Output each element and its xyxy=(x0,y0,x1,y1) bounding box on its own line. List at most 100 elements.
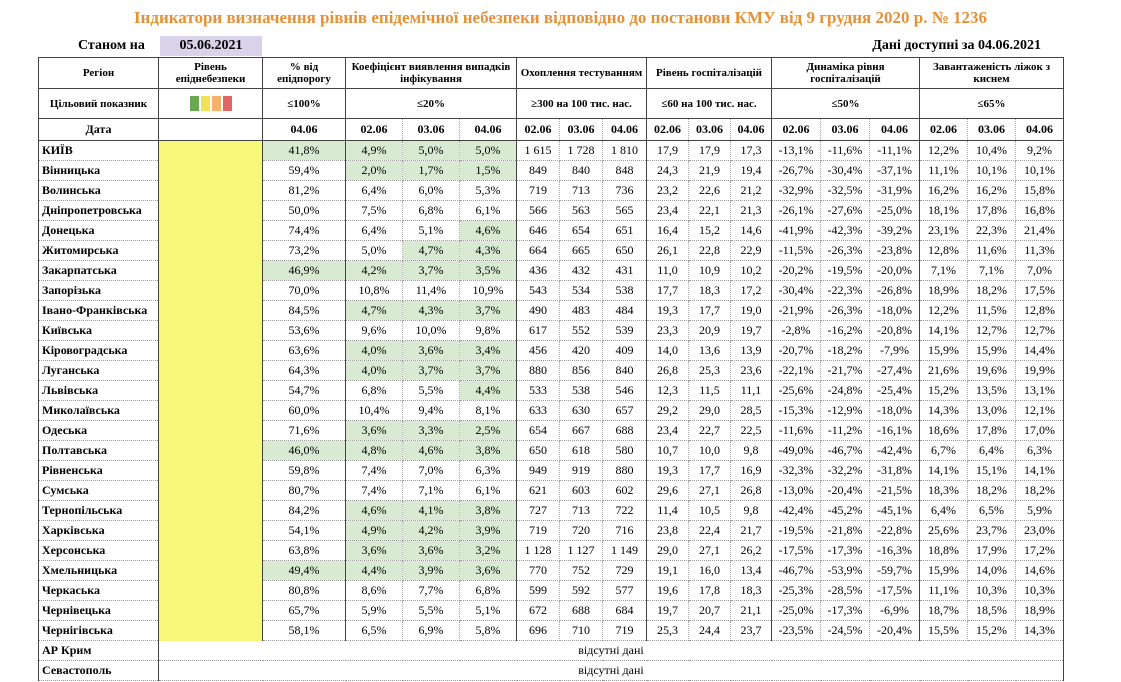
value-cell: 10,3% xyxy=(967,580,1016,601)
value-cell: 1 810 xyxy=(602,140,647,161)
region-name: Вінницька xyxy=(38,160,159,181)
value-cell: 19,1 xyxy=(646,560,689,581)
value-cell: -7,9% xyxy=(869,340,920,361)
value-cell: 12,2% xyxy=(919,300,968,321)
level-cell xyxy=(158,360,263,381)
level-cell xyxy=(158,320,263,341)
value-cell: 19,3 xyxy=(646,300,689,321)
value-cell: 26,1 xyxy=(646,240,689,261)
value-cell: 3,6% xyxy=(459,560,517,581)
value-cell: 17,3 xyxy=(730,140,772,161)
date-header: 04.06 xyxy=(1014,118,1065,141)
value-cell: 5,9% xyxy=(1014,500,1065,521)
value-cell: 436 xyxy=(516,260,560,281)
date-header: 03.06 xyxy=(820,118,870,141)
region-row: Херсонська 63,8% 3,6% 3,6% 3,2% 1 128 1 127 1 1… xyxy=(38,540,1065,561)
value-cell: 15,9% xyxy=(919,340,968,361)
missing-note: відсутні дані xyxy=(157,660,1065,681)
value-cell: 7,5% xyxy=(345,200,403,221)
value-cell: 63,6% xyxy=(262,340,346,361)
region-name: Закарпатська xyxy=(38,260,159,281)
value-cell: 7,4% xyxy=(345,460,403,481)
value-cell: 719 xyxy=(516,520,560,541)
date-header: 02.06 xyxy=(646,118,689,141)
value-cell: 5,5% xyxy=(402,380,460,401)
region-name: Луганська xyxy=(38,360,159,381)
value-cell: -11,6% xyxy=(820,140,870,161)
value-cell: 17,0% xyxy=(1014,420,1065,441)
value-cell: 3,7% xyxy=(402,360,460,381)
region-row: Хмельницька 49,4% 4,4% 3,9% 3,6% 770 752 729 19,… xyxy=(38,560,1065,581)
region-name: Херсонська xyxy=(38,540,159,561)
region-row: Житомирська 73,2% 5,0% 4,7% 4,3% 664 665 650 26,… xyxy=(38,240,1065,261)
value-cell: 617 xyxy=(516,320,560,341)
value-cell: 10,9 xyxy=(688,260,731,281)
value-cell: 420 xyxy=(559,340,603,361)
value-cell: 4,1% xyxy=(402,500,460,521)
target-row: Цільовий показник ≤100% ≤20% ≥300 на 100 ти… xyxy=(38,88,1065,119)
value-cell: 13,1% xyxy=(1014,380,1065,401)
value-cell: 10,2 xyxy=(730,260,772,281)
value-cell: -18,2% xyxy=(820,340,870,361)
value-cell: 4,7% xyxy=(345,300,403,321)
value-cell: -42,4% xyxy=(771,500,821,521)
value-cell: -28,5% xyxy=(820,580,870,601)
value-cell: 7,1% xyxy=(967,260,1016,281)
level-cell xyxy=(158,300,263,321)
region-row: Харківська 54,1% 4,9% 4,2% 3,9% 719 720 716 23,8… xyxy=(38,520,1065,541)
value-cell: 650 xyxy=(516,440,560,461)
value-cell: 633 xyxy=(516,400,560,421)
value-cell: -49,0% xyxy=(771,440,821,461)
region-name: Севастополь xyxy=(38,660,159,681)
value-cell: 11,4% xyxy=(402,280,460,301)
value-cell: 729 xyxy=(602,560,647,581)
value-cell: 919 xyxy=(559,460,603,481)
value-cell: 14,6 xyxy=(730,220,772,241)
value-cell: 15,2 xyxy=(688,220,731,241)
value-cell: 6,8% xyxy=(345,380,403,401)
level-cell xyxy=(158,240,263,261)
region-name: Запорізька xyxy=(38,280,159,301)
value-cell: 14,0% xyxy=(967,560,1016,581)
value-cell: 2,0% xyxy=(345,160,403,181)
value-cell: 14,1% xyxy=(1014,460,1065,481)
value-cell: 5,1% xyxy=(402,220,460,241)
level-cell xyxy=(158,140,263,161)
value-cell: 17,8 xyxy=(688,580,731,601)
value-cell: -6,9% xyxy=(869,600,920,621)
value-cell: -19,5% xyxy=(771,520,821,541)
value-cell: 18,1% xyxy=(919,200,968,221)
level-square xyxy=(200,96,210,111)
date-header: 03.06 xyxy=(967,118,1016,141)
value-cell: 713 xyxy=(559,500,603,521)
value-cell: 7,4% xyxy=(345,480,403,501)
value-cell: -16,2% xyxy=(820,320,870,341)
region-name: Івано-Франківська xyxy=(38,300,159,321)
level-cell xyxy=(158,200,263,221)
value-cell: 4,4% xyxy=(459,380,517,401)
value-cell: 10,9% xyxy=(459,280,517,301)
value-cell: 552 xyxy=(559,320,603,341)
value-cell: 840 xyxy=(602,360,647,381)
value-cell: -26,3% xyxy=(820,240,870,261)
value-cell: 5,1% xyxy=(459,600,517,621)
value-cell: 22,3% xyxy=(967,220,1016,241)
value-cell: 49,4% xyxy=(262,560,346,581)
value-cell: 26,8 xyxy=(646,360,689,381)
level-cell xyxy=(158,280,263,301)
value-cell: 11,3% xyxy=(1014,240,1065,261)
value-cell: 11,1% xyxy=(919,160,968,181)
as-of-date: 05.06.2021 xyxy=(160,36,262,56)
target-value: ≤20% xyxy=(345,88,517,119)
value-cell: -11,6% xyxy=(771,420,821,441)
value-cell: 6,4% xyxy=(919,500,968,521)
level-cell xyxy=(158,180,263,201)
value-cell: 20,7 xyxy=(688,600,731,621)
date-row: Дата 04.06 02.06 03.06 04.06 02.06 03.06 04.06 0… xyxy=(38,118,1065,141)
value-cell: -37,1% xyxy=(869,160,920,181)
region-name: Донецька xyxy=(38,220,159,241)
value-cell: 21,7 xyxy=(730,520,772,541)
value-cell: 11,1% xyxy=(919,580,968,601)
value-cell: 3,7% xyxy=(459,360,517,381)
value-cell: 25,3 xyxy=(688,360,731,381)
